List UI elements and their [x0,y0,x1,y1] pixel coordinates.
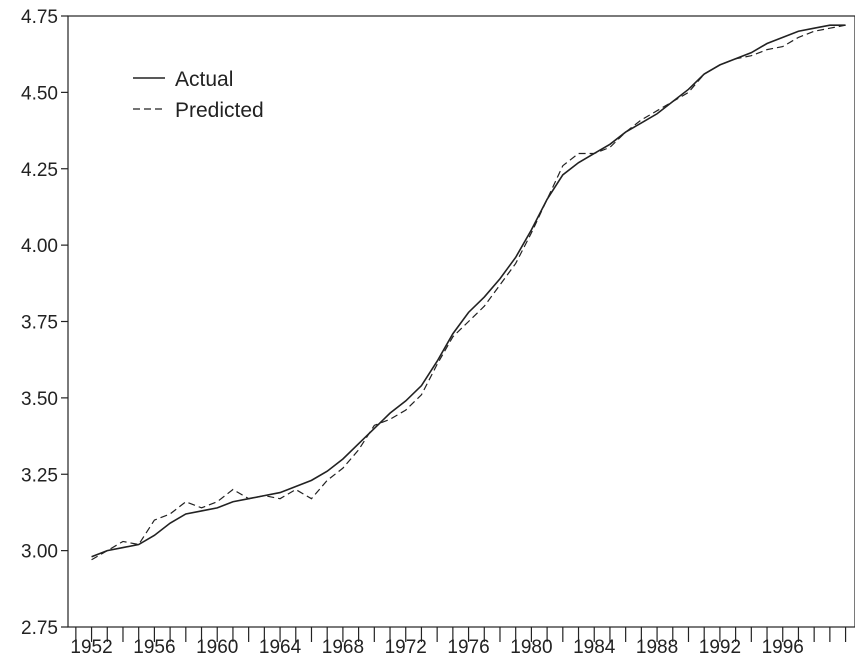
y-axis: 2.75 3.00 3.25 3.50 3.75 4.00 4.25 4.50 4.75 [21,7,68,639]
x-tick-label: 1988 [636,637,678,657]
y-tick-label: 3.00 [21,542,58,563]
x-tick-label: 1972 [385,637,427,657]
x-tick-label: 1996 [762,637,804,657]
x-tick-label: 1980 [510,637,552,657]
x-tick-label: 1976 [447,637,489,657]
series-line-predicted [91,24,846,561]
x-axis: 1952 1956 1960 1964 1968 1972 1976 1980 1984 1988… [70,627,847,657]
y-tick-label: 3.25 [21,465,58,486]
plot-area [67,15,855,628]
x-tick-label: 1964 [259,637,302,657]
y-tick-label: 4.00 [21,236,58,257]
x-tick-label: 1968 [322,637,364,657]
x-tick-label: 1960 [196,637,238,657]
y-tick-label: 4.25 [21,160,58,181]
legend: Actual Predicted [133,68,264,122]
plot-frame [67,15,855,628]
y-tick-label: 3.50 [21,389,58,410]
y-tick-label: 4.50 [21,83,58,104]
legend-label-actual: Actual [175,68,233,91]
x-tick-label: 1992 [699,637,741,657]
y-tick-label: 4.75 [21,7,58,28]
y-tick-label: 3.75 [21,313,58,334]
y-tick-label: 2.75 [21,618,58,639]
x-tick-label: 1956 [133,637,175,657]
x-tick-label: 1952 [70,637,112,657]
legend-label-predicted: Predicted [175,99,264,122]
x-tick-label: 1984 [573,637,616,657]
